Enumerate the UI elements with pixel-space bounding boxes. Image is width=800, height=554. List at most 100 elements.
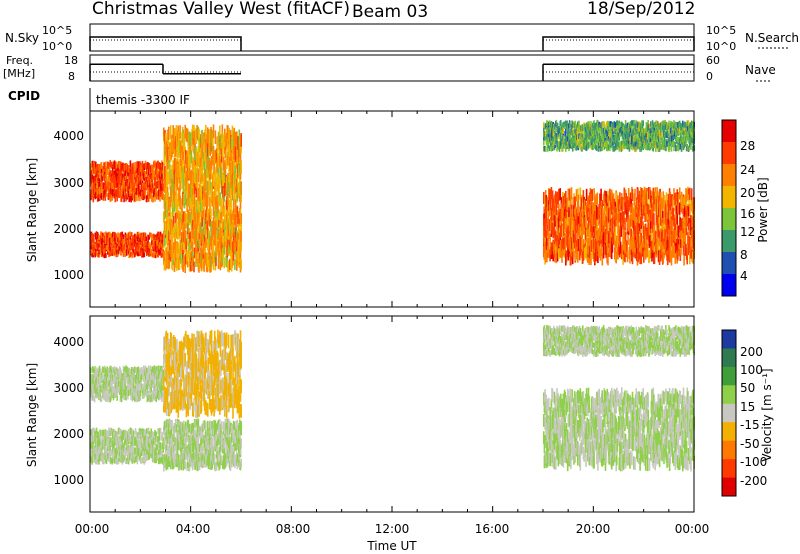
power-cell-1-108-0 — [157, 192, 160, 200]
power-cell-4-145-4 — [634, 201, 636, 214]
power-cell-5-207-1 — [673, 141, 675, 147]
power-cell-4-225-1 — [684, 232, 687, 245]
power-cell-5-86-4 — [597, 126, 599, 132]
power-cell-3-100-5 — [225, 132, 228, 147]
power-cell-5-58-1 — [579, 139, 582, 145]
power-cell-1-78-0 — [139, 194, 141, 202]
power-cell-5-194-0 — [665, 145, 667, 152]
power-cell-3-82-5 — [214, 130, 217, 144]
power-cell-1-88-5 — [145, 163, 147, 170]
velocity-cell-0-76-4 — [137, 435, 140, 442]
power-cell-1-98-3 — [151, 177, 154, 185]
power-cell-4-95-3 — [602, 213, 605, 226]
power-cell-3-10-2 — [169, 164, 171, 178]
velocity-cell-0-81-1 — [141, 449, 143, 456]
power-cell-5-8-3 — [548, 131, 550, 138]
power-cell-0-52-5 — [122, 234, 125, 239]
velocity-cell-0-45-0 — [118, 455, 120, 462]
power-cell-1-109-2 — [158, 182, 161, 190]
power-cell-0-10-0 — [96, 252, 98, 257]
power-cell-1-34-2 — [111, 182, 113, 189]
power-cell-2-49-3 — [193, 232, 196, 244]
power-cell-4-189-4 — [661, 198, 664, 211]
power-cell-4-110-3 — [612, 211, 614, 224]
power-cell-5-208-3 — [673, 130, 676, 137]
freq-tick-bottom: 8 — [68, 70, 75, 83]
power-cell-5-104-1 — [608, 138, 610, 145]
velocity-cell-0-19-0 — [102, 458, 104, 465]
power-cell-5-157-5 — [641, 123, 644, 129]
power-cell-4-170-3 — [650, 209, 652, 222]
power-cell-5-128-0 — [623, 143, 626, 150]
power-cell-5-27-5 — [560, 120, 562, 126]
power-cell-4-189-3 — [661, 210, 664, 223]
velocity-cell-0-40-5 — [115, 431, 117, 438]
power-cell-2-120-1 — [238, 245, 241, 257]
power-cell-5-19-4 — [555, 126, 557, 133]
power-cell-5-85-0 — [596, 144, 599, 151]
power-cell-0-25-2 — [105, 245, 108, 250]
power-colorbar-segment-3 — [722, 186, 736, 209]
power-cell-5-133-3 — [626, 131, 629, 137]
power-cell-0-98-3 — [151, 239, 154, 245]
power-cell-5-170-5 — [650, 121, 652, 127]
power-cell-4-72-0 — [588, 252, 590, 265]
power-cell-2-22-5 — [176, 207, 179, 219]
velocity-cell-0-29-4 — [108, 437, 110, 444]
power-cell-0-93-4 — [148, 235, 151, 240]
power-cell-3-42-4 — [189, 140, 191, 155]
power-cell-4-115-3 — [615, 214, 617, 227]
date-label: 18/Sep/2012 — [587, 0, 695, 19]
power-cell-4-126-0 — [622, 252, 624, 265]
power-cell-0-13-2 — [98, 242, 100, 248]
power-cell-3-85-3 — [216, 159, 219, 174]
power-cell-3-26-1 — [179, 177, 181, 192]
power-cell-3-56-5 — [198, 128, 200, 143]
nsky-trace — [89, 36, 695, 51]
power-cell-2-65-0 — [203, 254, 206, 266]
power-cell-2-96-5 — [223, 206, 225, 217]
power-cell-5-62-0 — [582, 144, 584, 150]
power-cell-0-68-1 — [132, 249, 135, 254]
power-cell-3-18-5 — [174, 127, 176, 142]
power-cell-2-3-1 — [164, 247, 167, 259]
power-cell-2-16-2 — [173, 242, 175, 254]
power-cell-4-220-1 — [681, 235, 683, 248]
power-cell-0-58-4 — [126, 237, 129, 242]
power-cell-5-13-4 — [551, 128, 553, 135]
velocity-cell-0-96-1 — [150, 452, 152, 459]
power-cell-3-80-3 — [213, 160, 215, 174]
power-cell-2-100-5 — [225, 212, 228, 223]
power-cell-1-31-0 — [109, 195, 112, 202]
power-cell-5-122-5 — [619, 121, 622, 128]
velocity-cell-1-12-5 — [97, 367, 100, 374]
power-cell-4-80-2 — [593, 225, 595, 238]
power-cell-3-114-5 — [234, 131, 237, 146]
velocity-cell-0-97-3 — [151, 438, 153, 445]
power-cell-0-93-2 — [148, 243, 151, 248]
power-cell-5-95-2 — [602, 136, 605, 142]
power-cell-4-139-4 — [630, 201, 633, 214]
power-cell-4-156-5 — [641, 188, 643, 201]
nave-label: Nave — [745, 63, 776, 77]
velocity-cell-0-89-5 — [146, 428, 148, 435]
freq-tick-top: 18 — [64, 54, 78, 67]
power-cell-4-55-1 — [577, 239, 580, 252]
power-cell-5-183-4 — [658, 128, 660, 134]
power-cell-5-137-1 — [629, 142, 631, 148]
power-cell-5-82-2 — [594, 134, 597, 141]
power-cell-4-214-4 — [677, 202, 680, 215]
velocity-cell-0-81-4 — [141, 436, 143, 443]
power-cell-4-209-4 — [674, 199, 677, 212]
power-cell-5-165-1 — [646, 137, 649, 144]
power-colorbar-segment-4 — [722, 208, 736, 231]
power-colorbar-segment-0 — [722, 120, 736, 143]
power-cell-4-226-4 — [685, 206, 687, 219]
power-cell-3-83-0 — [215, 195, 217, 210]
power-cell-4-19-5 — [555, 191, 557, 204]
power-cell-5-120-0 — [618, 146, 621, 152]
power-cell-0-46-2 — [118, 246, 121, 251]
velocity-cell-0-108-1 — [157, 448, 160, 455]
power-cell-3-82-3 — [214, 150, 217, 164]
power-cell-1-14-1 — [98, 187, 101, 194]
